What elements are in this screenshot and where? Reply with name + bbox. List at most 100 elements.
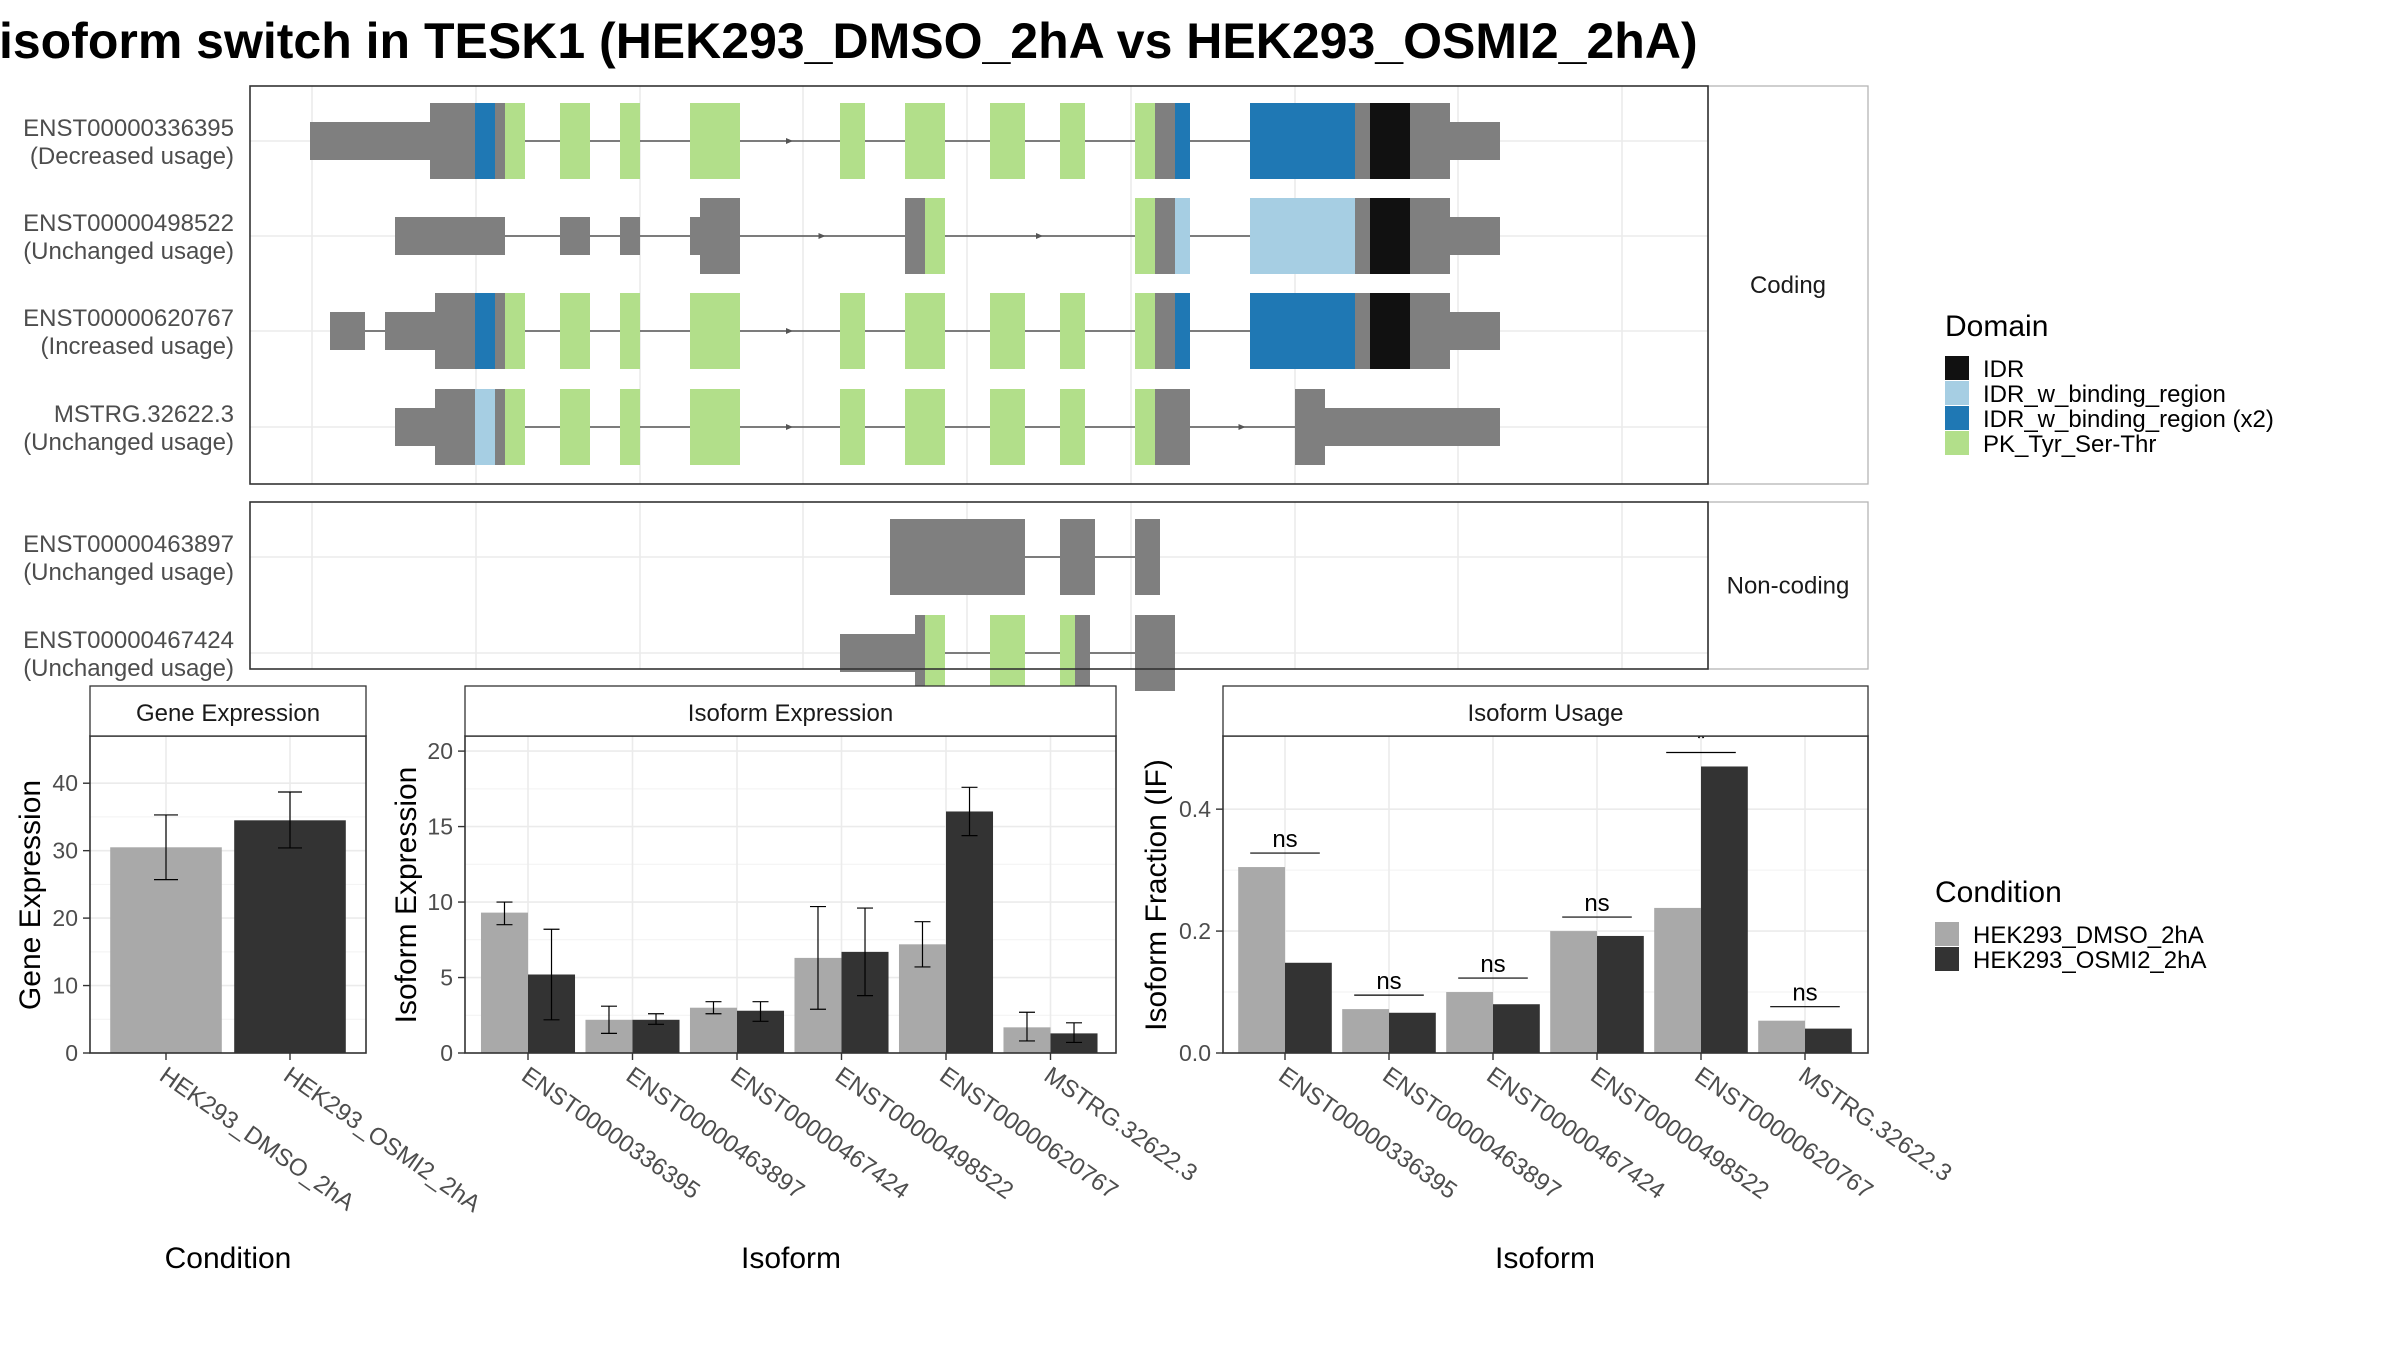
domain-legend: Domain IDRIDR_w_binding_regionIDR_w_bindi…	[1945, 310, 2274, 458]
exon-block	[690, 389, 740, 465]
condition-legend-key	[1935, 947, 1959, 971]
bar	[1050, 1033, 1098, 1053]
exon-block	[1250, 293, 1355, 369]
figure-title: Gene isoform switch in TESK1 (HEK293_DMS…	[0, 13, 1698, 69]
intron-arrow	[1036, 233, 1043, 239]
bar	[1493, 1004, 1540, 1053]
condition-legend-label: HEK293_DMSO_2hA	[1973, 922, 2204, 949]
exon-block	[690, 217, 700, 255]
exon-block	[1370, 293, 1410, 369]
y-tick-label: 0.4	[1179, 796, 1211, 822]
facet-strip	[1707, 501, 1869, 670]
bar	[1654, 907, 1701, 1053]
bar-chart-panels: Gene Expression010203040HEK293_DMSO_2hAH…	[14, 685, 1957, 1275]
y-tick-label: 10	[52, 973, 78, 999]
exon-block	[1175, 198, 1190, 274]
transcript-id-label: ENST00000463897	[23, 531, 234, 558]
exon-block	[1060, 519, 1095, 595]
exon-block	[435, 293, 475, 369]
exon-block	[435, 389, 475, 465]
facet-strip	[1707, 85, 1869, 485]
y-tick-label: 30	[52, 838, 78, 864]
significance-label: ns	[1584, 890, 1609, 917]
exon-block	[905, 103, 945, 179]
x-tick-label: HEK293_OSMI2_2hA	[279, 1062, 486, 1218]
facet-strip-label: Isoform Expression	[688, 700, 893, 727]
condition-legend-label: HEK293_OSMI2_2hA	[1973, 947, 2206, 974]
exon-block	[475, 293, 495, 369]
exon-block	[505, 389, 525, 465]
exon-block	[1250, 198, 1355, 274]
facet-strip	[89, 685, 367, 737]
bar	[1389, 1012, 1436, 1053]
x-tick-label: ENST00000498522	[830, 1062, 1018, 1205]
exon-block	[1250, 103, 1355, 179]
exon-block	[1155, 198, 1175, 274]
y-tick-label: 20	[427, 738, 453, 764]
x-axis-title: Isoform	[1495, 1242, 1595, 1275]
intron-arrow	[786, 138, 793, 144]
exon-block	[1410, 293, 1450, 369]
transcript-row: ENST00000620767(Increased usage)	[23, 293, 1500, 369]
structure-panel-border	[249, 85, 1709, 485]
x-tick-label: ENST00000467424	[1482, 1062, 1670, 1205]
exon-block	[620, 217, 640, 255]
exon-block	[1155, 293, 1175, 369]
exon-block	[430, 103, 475, 179]
transcript-row: ENST00000498522(Unchanged usage)	[23, 198, 1500, 274]
exon-block	[560, 293, 590, 369]
exon-block	[1060, 293, 1085, 369]
intron-arrow	[786, 328, 793, 334]
exon-block	[385, 312, 435, 350]
exon-block	[1060, 103, 1085, 179]
transcript-usage-label: (Unchanged usage)	[23, 559, 234, 586]
condition-legend-key	[1935, 922, 1959, 946]
exon-block	[310, 122, 430, 160]
x-tick-label: ENST00000498522	[1586, 1062, 1774, 1205]
domain-legend-key	[1945, 381, 1969, 405]
bar	[1238, 867, 1285, 1053]
x-tick-label: ENST00000336395	[1274, 1062, 1462, 1205]
exon-block	[690, 293, 740, 369]
exon-block	[700, 198, 740, 274]
exon-block	[475, 103, 495, 179]
domain-legend-label: PK_Tyr_Ser-Thr	[1983, 431, 2156, 458]
x-tick-label: ENST00000463897	[1378, 1062, 1566, 1205]
exon-block	[1450, 122, 1500, 160]
exon-block	[330, 312, 365, 350]
bar	[1758, 1020, 1805, 1053]
y-tick-label: 0.0	[1179, 1040, 1211, 1066]
significance-label: ns	[1480, 951, 1505, 978]
exon-block	[990, 615, 1025, 691]
exon-block	[620, 293, 640, 369]
exon-block	[1450, 217, 1500, 255]
y-tick-label: 0	[440, 1040, 453, 1066]
y-tick-label: 0.2	[1179, 918, 1211, 944]
exon-block	[905, 389, 945, 465]
exon-block	[1175, 293, 1190, 369]
facet-strip-label: Isoform Usage	[1467, 700, 1623, 727]
exon-block	[495, 293, 505, 369]
transcript-usage-label: (Decreased usage)	[30, 143, 234, 170]
condition-legend-title: Condition	[1935, 876, 2062, 909]
y-axis-title: Isoform Expression	[390, 767, 423, 1024]
y-tick-label: 40	[52, 770, 78, 796]
bar	[1550, 931, 1597, 1053]
y-axis-title: Gene Expression	[14, 780, 47, 1010]
exon-block	[395, 408, 435, 446]
exon-block	[925, 198, 945, 274]
exon-block	[560, 217, 590, 255]
transcript-id-label: ENST00000467424	[23, 627, 234, 654]
intron-arrow	[786, 424, 793, 430]
exon-block	[840, 634, 915, 672]
exon-block	[1060, 615, 1075, 691]
facet-strip	[464, 685, 1117, 737]
facet-strip	[1222, 685, 1869, 737]
exon-block	[620, 389, 640, 465]
exon-block	[1135, 198, 1155, 274]
bar	[1701, 766, 1748, 1053]
bar	[1597, 935, 1644, 1053]
